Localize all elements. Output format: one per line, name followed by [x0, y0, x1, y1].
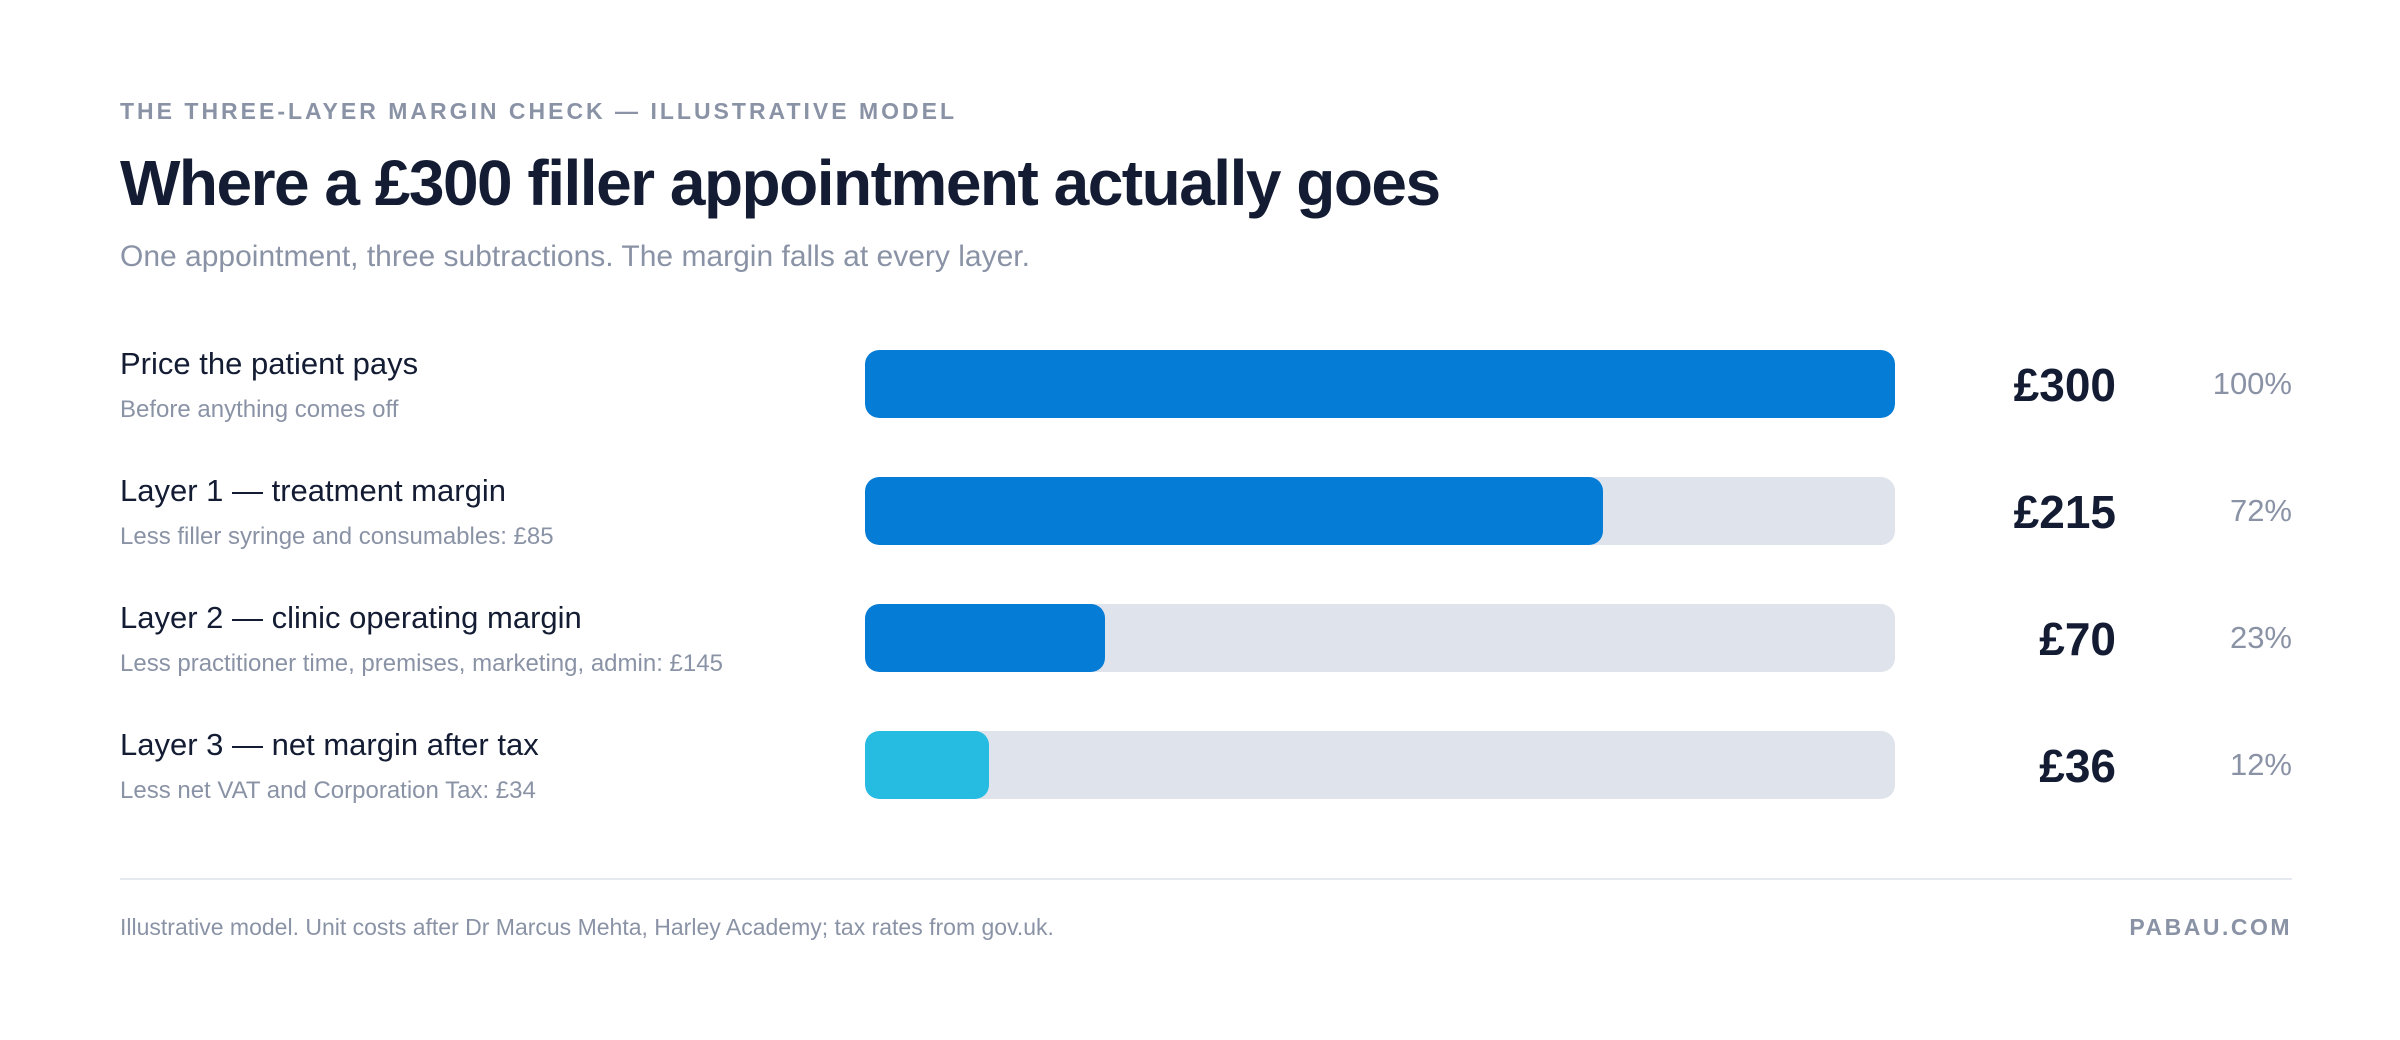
bar-value-label: £215: [2013, 486, 2116, 538]
eyebrow-label: THE THREE-LAYER MARGIN CHECK — ILLUSTRAT…: [120, 98, 958, 124]
chart-card: THE THREE-LAYER MARGIN CHECK — ILLUSTRAT…: [120, 0, 2292, 1040]
bar-percent-label: 23%: [2229, 620, 2292, 655]
bar-track: [865, 477, 1895, 545]
source-footnote: Illustrative model. Unit costs after Dr …: [120, 914, 1054, 940]
bar-percent-label: 72%: [2229, 493, 2292, 528]
bar-price: [865, 350, 1895, 418]
bar-category-label: Layer 3 — net margin after tax: [120, 727, 539, 762]
bar-row-layer-3: Layer 3 — net margin after tax Less net …: [120, 727, 2292, 804]
bar-layer-2: [865, 604, 1106, 672]
bar-category-note: Less net VAT and Corporation Tax: £34: [120, 777, 536, 804]
bar-percent-label: 12%: [2229, 747, 2292, 782]
bar-category-note: Less practitioner time, premises, market…: [120, 650, 723, 677]
bar-category-label: Layer 1 — treatment margin: [120, 473, 506, 508]
bar-layer-3: [865, 731, 989, 799]
bar-track: [865, 604, 1895, 672]
page-subtitle: One appointment, three subtractions. The…: [120, 240, 1030, 273]
bar-value-label: £70: [2039, 613, 2116, 665]
bar-category-label: Price the patient pays: [120, 346, 419, 381]
bar-percent-label: 100%: [2212, 366, 2292, 401]
bar-layer-1: [865, 477, 1604, 545]
page-title: Where a £300 filler appointment actually…: [120, 147, 1441, 219]
bar-row-price: Price the patient pays Before anything c…: [120, 346, 2292, 423]
bar-row-layer-2: Layer 2 — clinic operating margin Less p…: [120, 600, 2292, 677]
footer-divider: [120, 878, 2292, 880]
bar-category-label: Layer 2 — clinic operating margin: [120, 600, 582, 635]
bar-track: [865, 731, 1895, 799]
bar-track: [865, 350, 1895, 418]
brand-link[interactable]: PABAU.COM: [2129, 914, 2292, 940]
bar-row-layer-1: Layer 1 — treatment margin Less filler s…: [120, 473, 2292, 550]
bar-category-note: Before anything comes off: [120, 396, 399, 423]
bar-category-note: Less filler syringe and consumables: £85: [120, 523, 554, 550]
bar-value-label: £36: [2039, 740, 2116, 792]
bar-value-label: £300: [2013, 359, 2116, 411]
